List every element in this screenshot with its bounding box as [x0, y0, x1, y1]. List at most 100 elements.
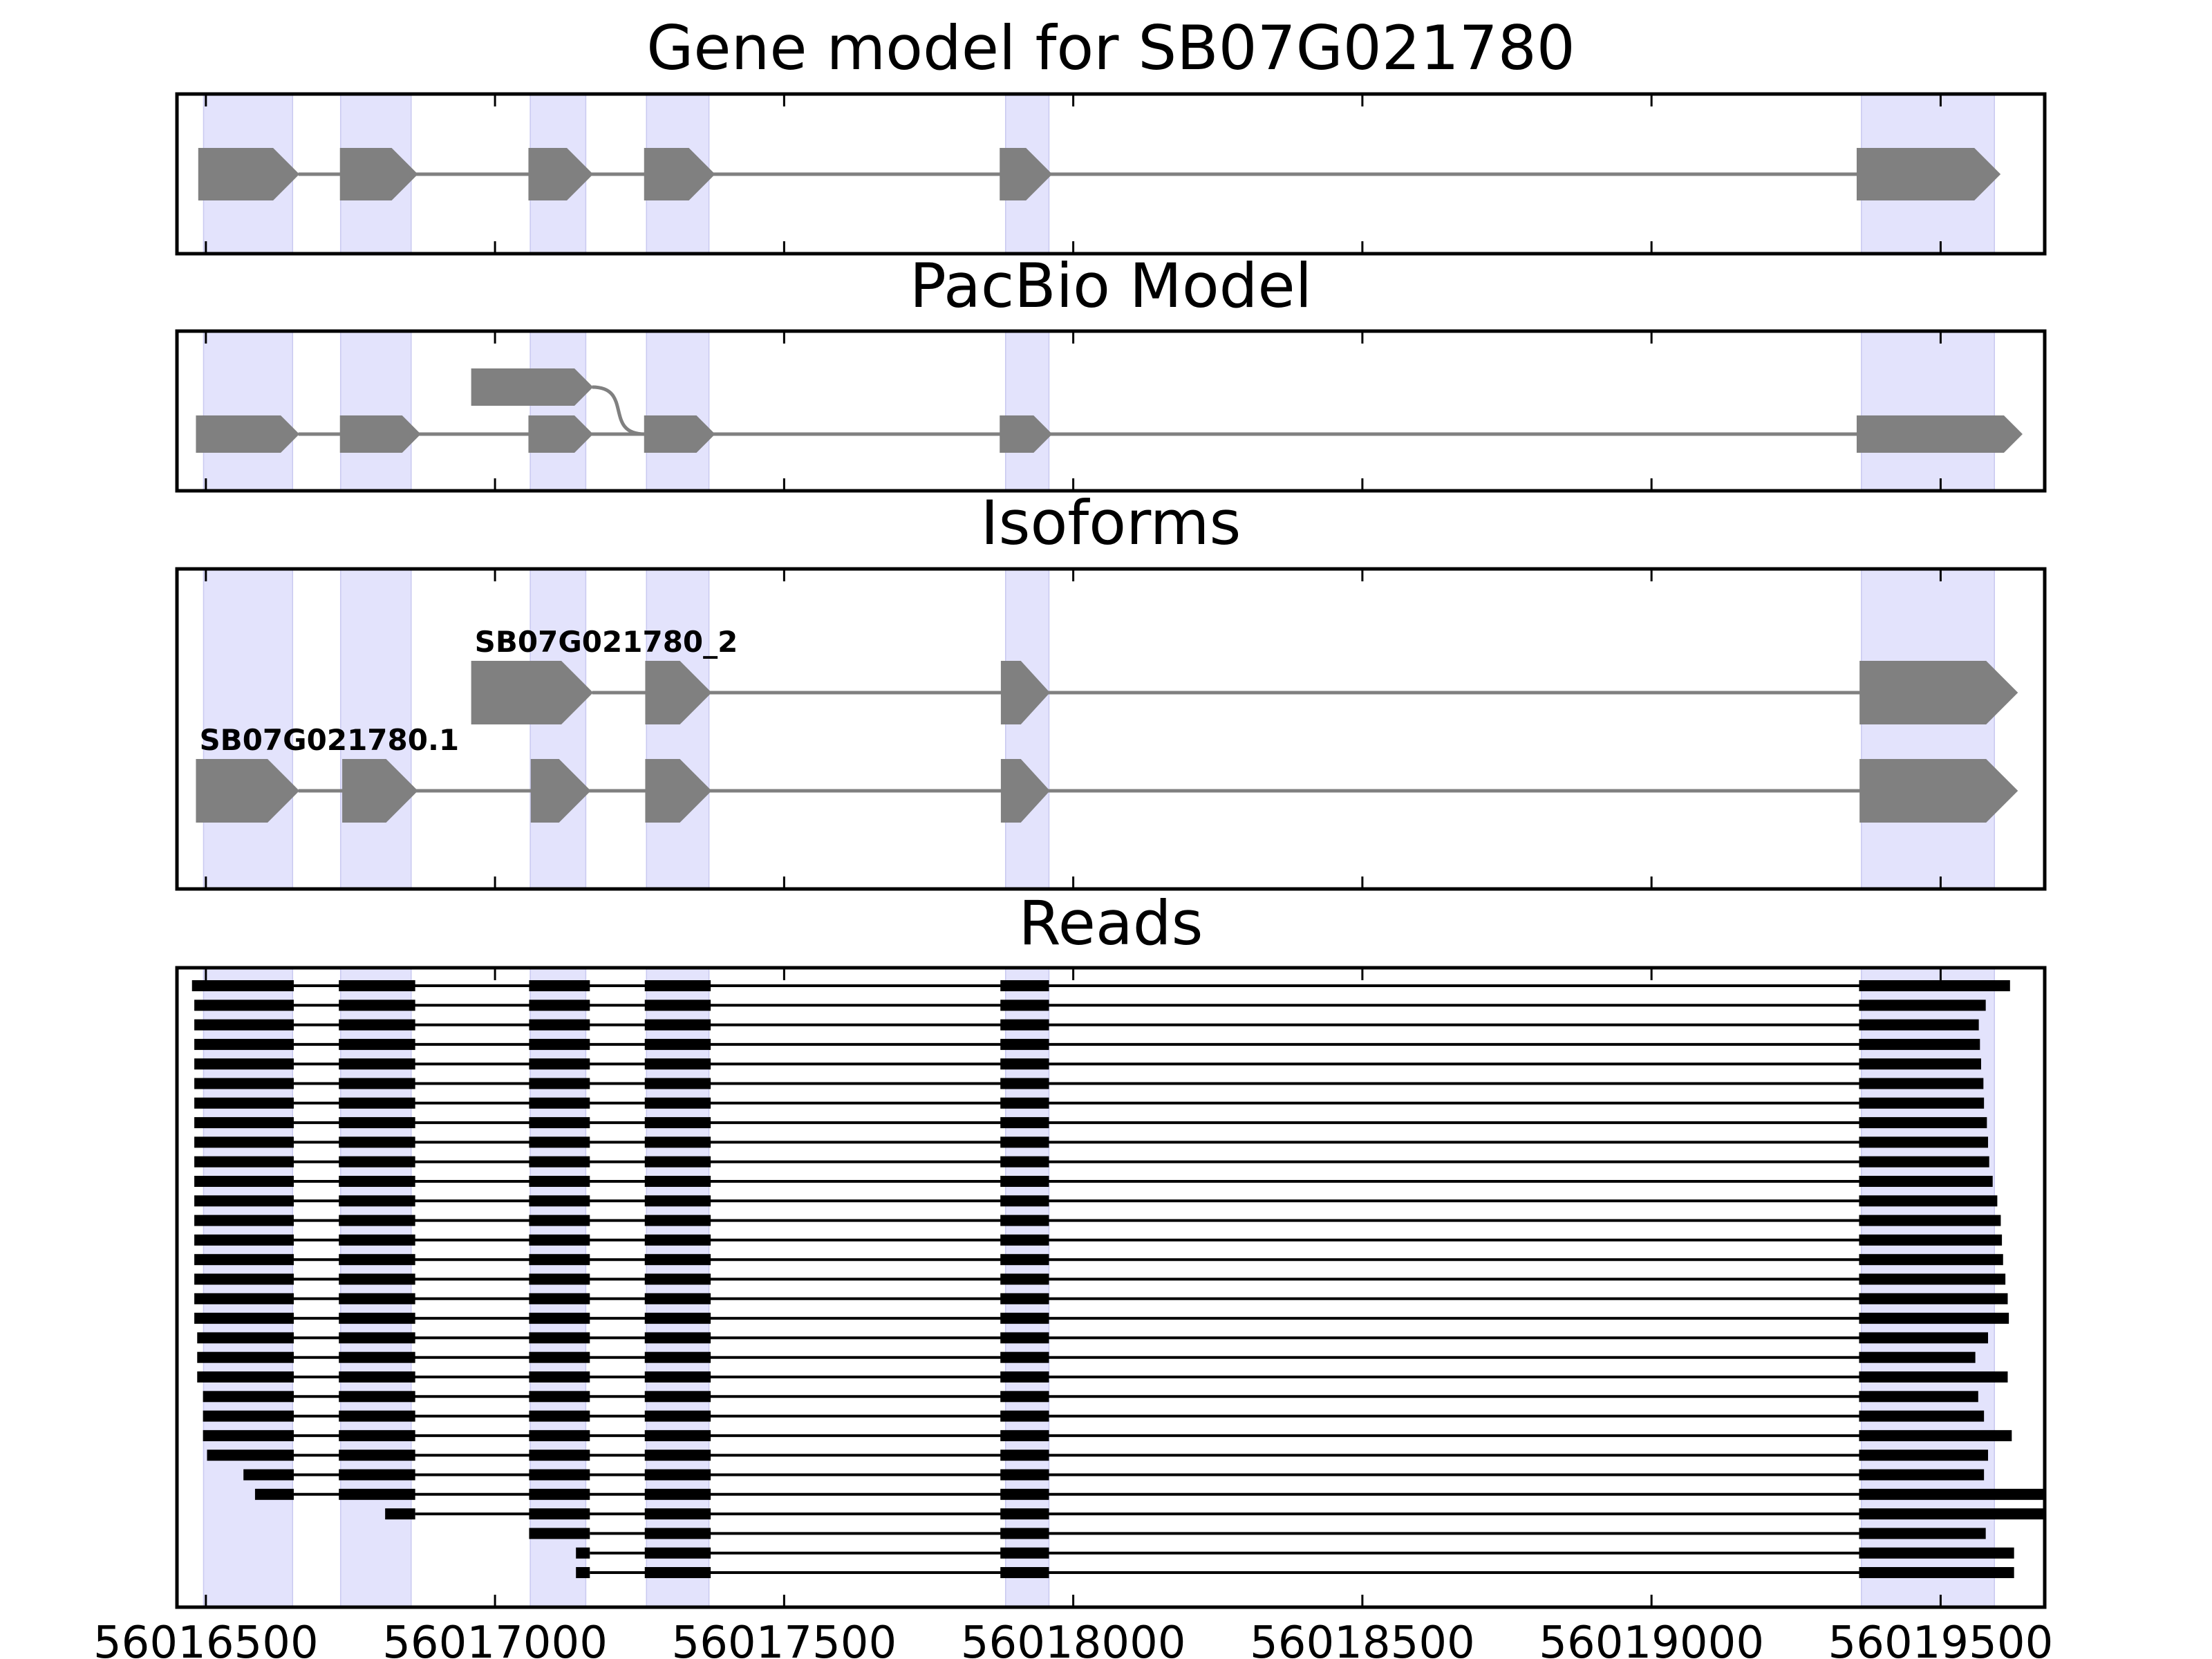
exon-highlight-band	[529, 967, 587, 1608]
read	[194, 1234, 2003, 1246]
read-block	[339, 1293, 415, 1304]
read-block	[243, 1469, 294, 1481]
exon-highlight-band	[1861, 568, 1995, 890]
read	[207, 1450, 1989, 1461]
read	[194, 1273, 2006, 1285]
read-block	[529, 1038, 590, 1050]
track-2: SB07G021780.1	[196, 723, 2018, 823]
exon-highlight-band	[339, 568, 412, 890]
x-tick-label: 56017500	[671, 1618, 897, 1659]
exon-shape	[196, 415, 300, 453]
read	[194, 1136, 1989, 1148]
read-block	[529, 1058, 590, 1070]
exon-highlight-band	[646, 568, 710, 890]
read-block	[1000, 1234, 1049, 1246]
read-block	[529, 1332, 590, 1344]
read-block	[1859, 1176, 1993, 1187]
read-block	[1859, 1351, 1976, 1363]
read-block	[1000, 1351, 1049, 1363]
read-block	[339, 1371, 415, 1382]
read-block	[1859, 1156, 1989, 1168]
read-block	[644, 1019, 711, 1031]
read-block	[194, 1176, 294, 1187]
track-1	[196, 415, 2023, 453]
read-block	[1859, 1410, 1985, 1422]
exon-highlight-band	[203, 568, 294, 890]
exon-highlight-band	[203, 330, 294, 491]
read-block	[1000, 980, 1049, 991]
read-block	[194, 1254, 294, 1266]
read-block	[194, 1313, 294, 1324]
read-block	[339, 1351, 415, 1363]
read-block	[197, 1332, 294, 1344]
read-block	[529, 1528, 590, 1539]
read-block	[194, 1195, 294, 1207]
read-block	[644, 980, 711, 991]
read-block	[339, 1410, 415, 1422]
read-block	[194, 1000, 294, 1011]
read-block	[1859, 1371, 2008, 1382]
exon-shape	[528, 148, 594, 200]
read-block	[1000, 1371, 1049, 1382]
read-block	[194, 1117, 294, 1129]
read-block	[529, 1019, 590, 1031]
read	[203, 1410, 1985, 1422]
read-block	[1000, 1547, 1049, 1559]
read-block	[529, 1000, 590, 1011]
read-block	[644, 1117, 711, 1129]
read-block	[644, 1156, 711, 1168]
read-block	[644, 1547, 711, 1559]
read-block	[529, 1234, 590, 1246]
read-block	[203, 1391, 294, 1403]
read-block	[339, 1000, 415, 1011]
panel-title: Isoforms	[981, 487, 1241, 559]
read-block	[644, 1000, 711, 1011]
panel-1: Gene model for SB07G021780	[175, 12, 2047, 256]
read	[576, 1547, 2014, 1559]
exon-shape	[1000, 661, 1050, 724]
read-block	[339, 1078, 415, 1089]
read-block	[1000, 1450, 1049, 1461]
read-block	[1859, 1117, 1987, 1129]
read-block	[529, 1351, 590, 1363]
exon-shape	[339, 148, 418, 200]
exon-highlight-band	[529, 330, 587, 491]
exon-highlight-band	[1861, 967, 1995, 1608]
exon-highlight-band	[646, 967, 710, 1608]
exon-shape	[339, 415, 421, 453]
exon-highlight-band	[1005, 568, 1050, 890]
read-block	[1000, 1488, 1049, 1500]
read-block	[576, 1567, 590, 1578]
read-block	[207, 1450, 294, 1461]
read-block	[529, 1215, 590, 1226]
read-block	[644, 1528, 711, 1539]
read-block	[1859, 1488, 2045, 1500]
read-block	[529, 1371, 590, 1382]
read-block	[339, 980, 415, 991]
read	[194, 1117, 1987, 1129]
read-block	[644, 1391, 711, 1403]
read-block	[339, 1313, 415, 1324]
read-block	[529, 1195, 590, 1207]
read-block	[644, 1097, 711, 1109]
read-block	[1000, 1195, 1049, 1207]
panel-frame	[175, 329, 2047, 493]
read-block	[644, 1234, 711, 1246]
read-block	[1859, 1195, 1998, 1207]
isoform-label: SB07G021780.1	[199, 723, 459, 757]
read-block	[1000, 1176, 1049, 1187]
read-block	[339, 1391, 415, 1403]
read-block	[644, 1313, 711, 1324]
read-block	[1859, 1567, 2014, 1578]
read-block	[644, 1176, 711, 1187]
read-block	[197, 1371, 294, 1382]
read-block	[1859, 1391, 1978, 1403]
read-block	[385, 1508, 415, 1520]
read-block	[644, 1332, 711, 1344]
read	[197, 1332, 1989, 1344]
read	[194, 1078, 1984, 1089]
read-block	[644, 1469, 711, 1481]
exon-shape	[1859, 661, 2018, 724]
panel-2: PacBio Model	[175, 250, 2047, 493]
read-block	[194, 1293, 294, 1304]
